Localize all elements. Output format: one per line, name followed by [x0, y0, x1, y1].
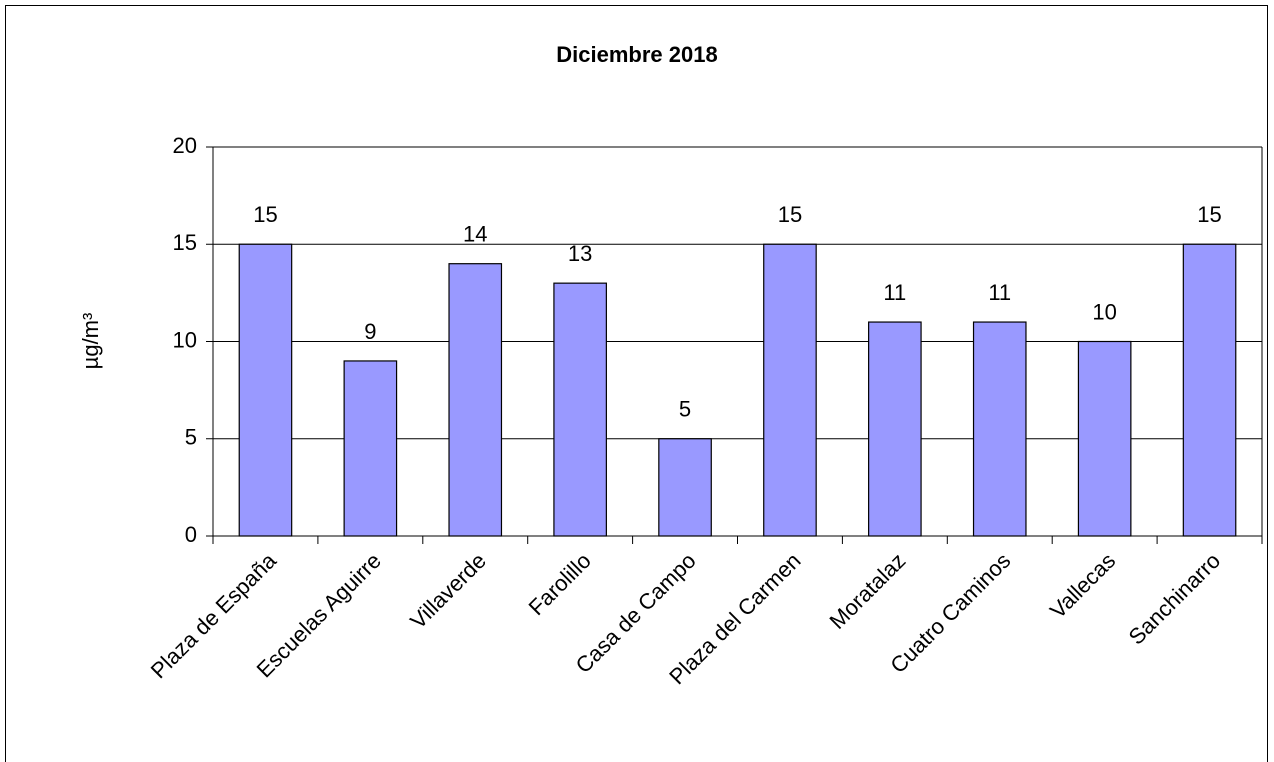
- y-axis-label: µg/m³: [78, 313, 103, 370]
- bar: [1077, 340, 1132, 537]
- bar: [238, 243, 293, 537]
- y-tick-label: 0: [185, 522, 197, 547]
- y-tick-label: 5: [185, 425, 197, 450]
- y-tick-label: 10: [173, 327, 197, 352]
- value-label: 11: [883, 280, 906, 305]
- value-label: 11: [988, 280, 1011, 305]
- value-label: 10: [1092, 299, 1116, 324]
- value-label: 9: [364, 319, 376, 344]
- value-label: 15: [778, 202, 802, 227]
- y-tick-label: 15: [173, 230, 197, 255]
- bar: [553, 282, 607, 537]
- x-tick-label: Vallecas: [1045, 548, 1120, 623]
- value-label: 14: [463, 222, 487, 247]
- bar: [658, 438, 712, 537]
- x-tick-label: Moratalaz: [825, 548, 911, 634]
- bar: [763, 243, 817, 537]
- bar: [868, 321, 922, 537]
- value-label: 5: [679, 397, 691, 422]
- chart-title: Diciembre 2018: [556, 42, 717, 67]
- value-label: 13: [568, 241, 592, 266]
- bar: [1182, 243, 1237, 537]
- bar: [448, 263, 503, 537]
- y-tick-label: 20: [173, 133, 197, 158]
- value-label: 15: [1197, 202, 1221, 227]
- x-tick-label: Sanchinarro: [1124, 548, 1226, 650]
- value-label: 15: [253, 202, 277, 227]
- bar: [343, 360, 398, 537]
- x-tick-label: Farolillo: [524, 548, 596, 620]
- bar: [972, 321, 1027, 537]
- x-tick-label: Villaverde: [405, 548, 491, 634]
- chart-border: [5, 5, 1268, 762]
